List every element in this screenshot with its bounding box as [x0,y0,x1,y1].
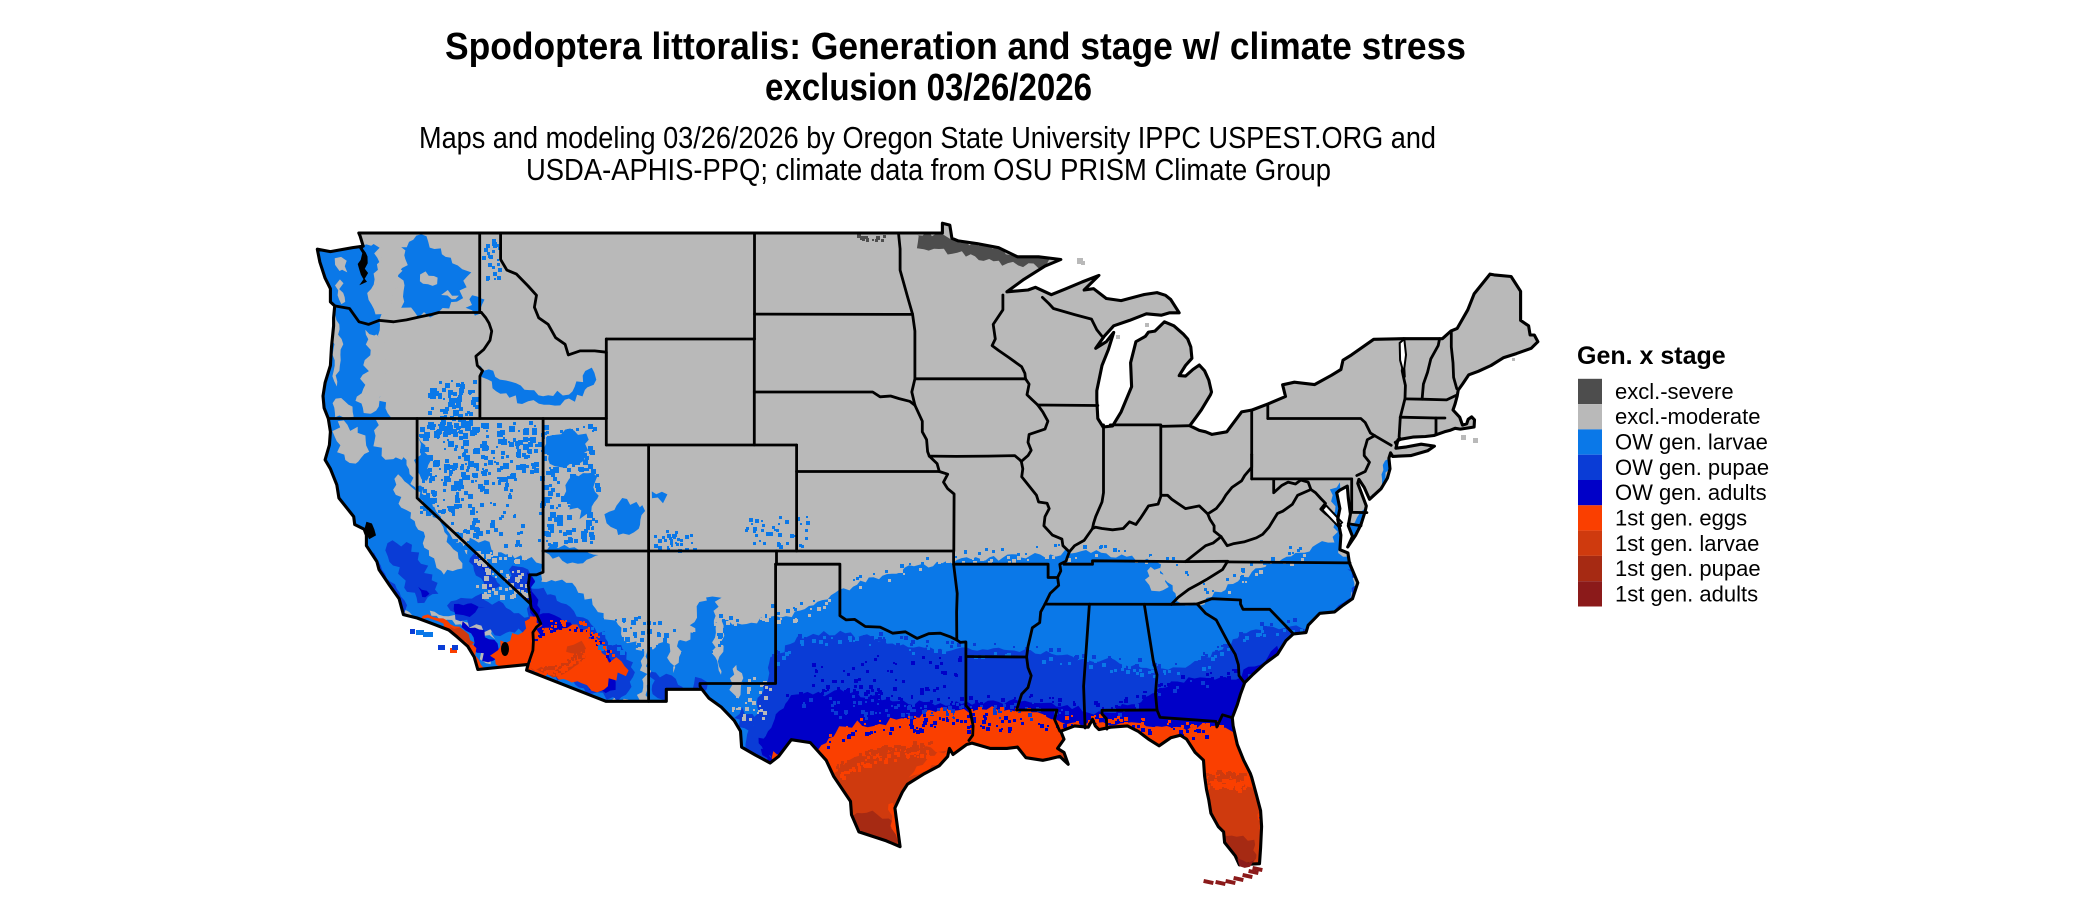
svg-text:USDA-APHIS-PPQ; climate data f: USDA-APHIS-PPQ; climate data from OSU PR… [526,153,1331,187]
svg-text:OW gen. pupae: OW gen. pupae [1615,455,1769,480]
svg-text:1st gen. eggs: 1st gen. eggs [1615,506,1747,531]
svg-text:Gen. x stage: Gen. x stage [1577,342,1726,370]
svg-text:1st gen. larvae: 1st gen. larvae [1615,531,1759,556]
svg-text:OW gen. adults: OW gen. adults [1615,480,1767,505]
svg-text:Spodoptera littoralis: Generat: Spodoptera littoralis: Generation and st… [445,26,1466,68]
svg-text:excl.-severe: excl.-severe [1615,379,1734,404]
svg-text:OW gen. larvae: OW gen. larvae [1615,430,1768,455]
svg-text:1st gen. adults: 1st gen. adults [1615,581,1758,606]
svg-text:exclusion 03/26/2026: exclusion 03/26/2026 [765,67,1092,109]
svg-text:excl.-moderate: excl.-moderate [1615,404,1761,429]
svg-text:1st gen. pupae: 1st gen. pupae [1615,556,1761,581]
svg-text:Maps and modeling 03/26/2026 b: Maps and modeling 03/26/2026 by Oregon S… [419,121,1436,155]
